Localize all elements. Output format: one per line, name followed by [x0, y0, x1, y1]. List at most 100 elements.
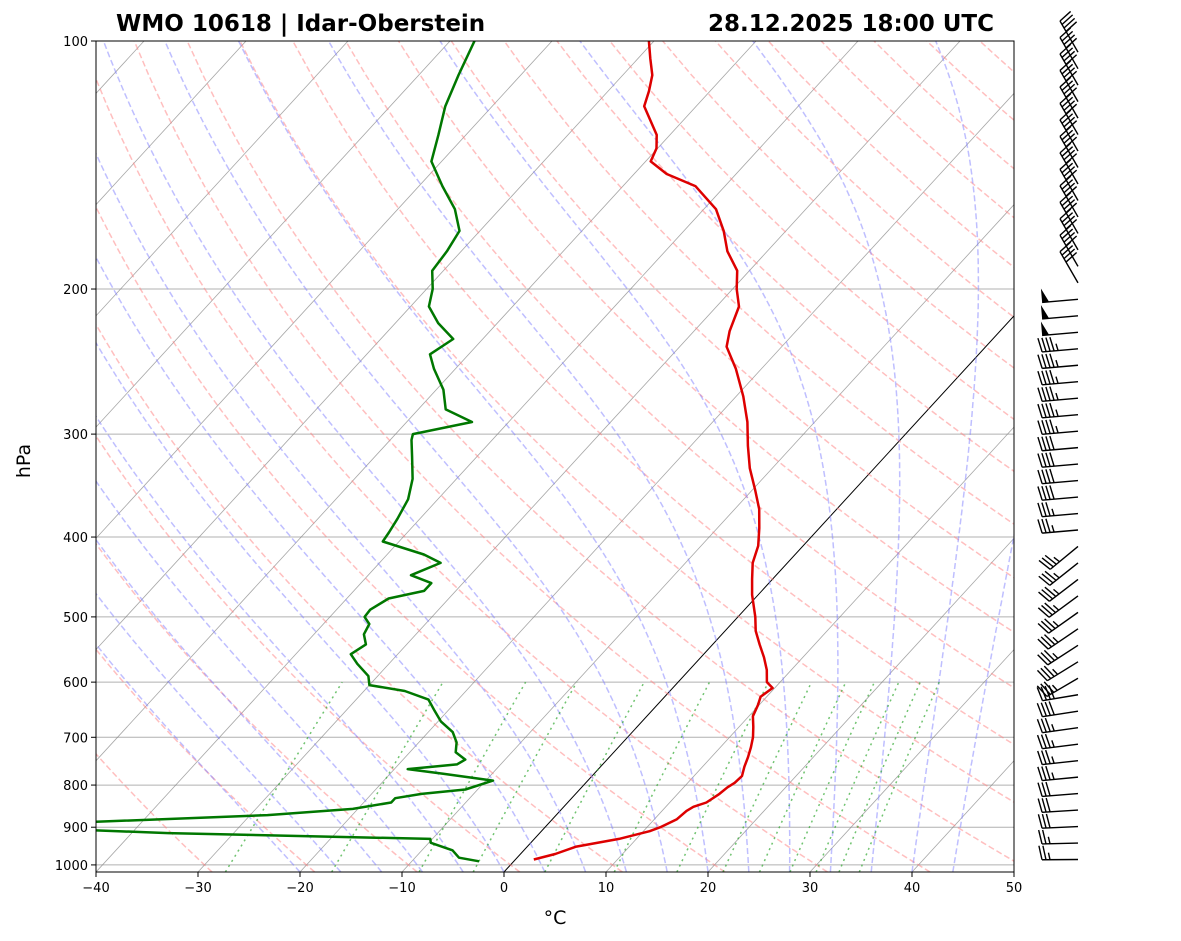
wind-barb	[1037, 611, 1079, 634]
barb-staff	[1042, 315, 1079, 320]
wind-barb	[1037, 485, 1079, 501]
moist-adiabat	[102, 41, 628, 872]
wind-barb	[1037, 419, 1079, 435]
barb-flag	[1044, 701, 1051, 716]
barb-flag	[1061, 113, 1074, 124]
barb-half-flag	[1051, 756, 1055, 764]
barb-half-flag	[1052, 636, 1059, 643]
barb-flag	[1038, 575, 1051, 586]
moist-adiabat	[96, 643, 301, 872]
isotherm-line	[299, 92, 1014, 872]
barb-staff	[1042, 397, 1079, 403]
barb-staff	[1047, 628, 1079, 650]
barb-flag	[1061, 162, 1074, 174]
barb-flag	[1037, 750, 1043, 765]
barb-flag	[1037, 814, 1043, 829]
barb-flag	[1041, 452, 1047, 468]
wind-barb	[1059, 192, 1079, 234]
barb-flag	[1045, 386, 1051, 401]
barb-flag	[1036, 703, 1044, 717]
barb-pennant	[1040, 321, 1050, 336]
barb-half-flag	[1047, 836, 1051, 844]
barb-flag	[1041, 354, 1047, 369]
barb-staff	[1048, 595, 1079, 618]
barb-flag	[1041, 420, 1047, 435]
barb-flag	[1037, 436, 1043, 451]
barb-half-flag	[1053, 556, 1060, 563]
barb-half-flag	[1047, 852, 1051, 860]
wind-barb	[1059, 225, 1079, 267]
barb-flag	[1045, 452, 1051, 467]
barb-staff	[1046, 661, 1079, 682]
wind-barb	[1059, 60, 1079, 102]
wind-barb	[1040, 321, 1079, 337]
barb-flag	[1049, 435, 1055, 450]
dewpoint-profile	[96, 41, 495, 863]
isotherm-line	[605, 426, 1014, 872]
barb-staff	[1059, 86, 1079, 119]
barb-flag	[1041, 436, 1047, 451]
barb-staff	[1047, 644, 1079, 666]
plot-frame	[95, 40, 1015, 873]
barb-flag	[1037, 370, 1043, 386]
barb-flag	[1049, 336, 1055, 352]
barb-flag	[1036, 687, 1044, 701]
barb-flag	[1061, 245, 1074, 256]
moist-adiabat	[96, 592, 342, 872]
barb-half-flag	[1051, 508, 1055, 516]
barb-flag	[1037, 829, 1043, 845]
isotherm-line	[707, 537, 1014, 872]
barb-flag	[1049, 452, 1055, 467]
barb-flag	[1041, 557, 1054, 568]
barb-flag	[1045, 353, 1051, 368]
background-lines	[96, 41, 1014, 872]
barb-half-flag	[1052, 652, 1059, 659]
barb-flag	[1063, 133, 1076, 144]
y-tick-label: 400	[63, 531, 88, 546]
barb-flag	[1063, 100, 1076, 111]
barb-flag	[1037, 638, 1049, 650]
isotherm-line	[197, 41, 961, 872]
barb-flag	[1045, 518, 1051, 533]
y-tick-label: 200	[63, 283, 88, 298]
barb-flag	[1043, 665, 1055, 677]
barb-flag	[1063, 116, 1076, 128]
barb-flag	[1037, 486, 1043, 501]
moist-adiabat	[911, 41, 980, 872]
barb-flag	[1041, 469, 1047, 484]
dry-adiabat	[292, 41, 1014, 746]
barb-flag	[1041, 387, 1047, 402]
wind-barb	[1040, 305, 1079, 320]
barb-flag	[1045, 813, 1051, 828]
barb-flag	[1063, 199, 1076, 210]
wind-barb	[1037, 518, 1079, 534]
dry-adiabat	[96, 434, 521, 872]
barb-flag	[1065, 87, 1078, 98]
barb-staff	[1041, 842, 1079, 845]
wind-barb	[1059, 76, 1079, 119]
barb-flag	[1065, 136, 1078, 148]
barb-flag	[1037, 607, 1050, 618]
barb-flag	[1041, 589, 1054, 600]
barb-staff	[1042, 776, 1079, 782]
barb-staff	[1059, 20, 1079, 53]
wind-barb	[1037, 595, 1079, 618]
title-left: WMO 10618 | Idar-Oberstein	[116, 11, 485, 37]
wind-barb	[1059, 175, 1079, 218]
barb-flag	[1040, 718, 1047, 733]
wind-barb	[1037, 386, 1079, 403]
barb-half-flag	[1055, 359, 1059, 368]
barb-staff	[1042, 512, 1079, 518]
barb-staff	[1042, 413, 1079, 419]
barb-flag	[1037, 654, 1049, 666]
barb-staff	[1042, 364, 1079, 370]
barb-staff	[1042, 743, 1079, 750]
barb-staff	[1042, 825, 1079, 829]
barb-half-flag	[1051, 525, 1055, 533]
barb-staff	[1049, 578, 1079, 602]
barb-flag	[1059, 10, 1072, 22]
moist-adiabat	[96, 341, 505, 872]
barb-flag	[1043, 681, 1055, 693]
dry-adiabat	[96, 205, 726, 872]
barb-staff	[1042, 710, 1079, 718]
